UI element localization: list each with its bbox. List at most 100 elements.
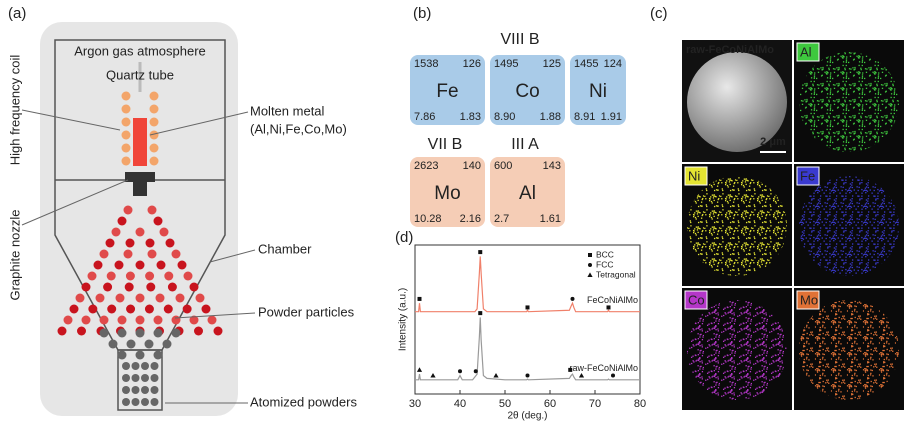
element-density: 8.90 <box>494 111 515 123</box>
phase-marker <box>568 368 572 372</box>
element-density: 7.86 <box>414 111 435 123</box>
panel-label: (a) <box>8 5 26 22</box>
particle <box>96 294 105 303</box>
element-electroneg: 1.91 <box>601 111 622 123</box>
phase-marker <box>474 369 478 373</box>
phase-marker <box>579 373 584 378</box>
particle <box>115 261 124 270</box>
map-particle <box>799 176 899 276</box>
particle <box>103 283 112 292</box>
element-symbol: Al <box>519 183 536 204</box>
molten-metal <box>133 118 147 166</box>
label: Chamber <box>258 241 312 256</box>
particle <box>176 294 185 303</box>
particle <box>118 329 127 338</box>
series-label: raw-FeCoNiAlMo <box>569 363 638 373</box>
x-tick-label: 50 <box>499 398 511 410</box>
figure: (a) (b) (c) (d) Argon gas atmosphere Qua… <box>0 0 907 422</box>
element-symbol: Fe <box>436 81 458 102</box>
label: Atomized powders <box>250 394 357 409</box>
particle <box>70 305 79 314</box>
phase-marker <box>526 374 530 378</box>
map-label: Co <box>688 292 705 307</box>
map-particle <box>687 176 787 276</box>
panel-label: (c) <box>650 5 668 22</box>
map-label: Al <box>800 44 812 59</box>
coil-turn <box>150 157 159 166</box>
powder <box>132 362 140 370</box>
coil-turn <box>150 118 159 127</box>
particle <box>196 294 205 303</box>
legend-symbol <box>588 263 592 267</box>
particle <box>106 239 115 248</box>
panel-label: (b) <box>413 5 431 22</box>
particle <box>178 261 187 270</box>
x-tick-label: 80 <box>634 398 646 410</box>
legend-label: BCC <box>596 249 614 259</box>
particle <box>160 228 169 237</box>
powder <box>141 362 149 370</box>
particle <box>190 283 199 292</box>
phase-marker <box>430 373 435 378</box>
phase-marker <box>607 305 611 309</box>
phase-marker <box>418 297 422 301</box>
particle <box>126 272 135 281</box>
label: Argon gas atmosphere <box>74 43 206 58</box>
particle <box>168 283 177 292</box>
particle <box>146 239 155 248</box>
phase-marker <box>478 311 482 315</box>
particle <box>214 327 223 336</box>
particle <box>145 305 154 314</box>
particle <box>88 305 97 314</box>
element-symbol: Mo <box>434 183 460 204</box>
element-electroneg: 2.16 <box>460 213 481 225</box>
particle <box>88 272 97 281</box>
particle <box>116 294 125 303</box>
element-radius: 143 <box>543 160 561 172</box>
element-density: 10.28 <box>414 213 442 225</box>
group-label: VII B <box>428 136 463 153</box>
element-electroneg: 1.61 <box>540 213 561 225</box>
coil-turn <box>122 144 131 153</box>
map-particle <box>687 300 787 400</box>
group-label: III A <box>511 136 539 153</box>
coil-turn <box>122 105 131 114</box>
particle <box>136 329 145 338</box>
label: Powder particles <box>258 304 355 319</box>
x-axis-label: 2θ (deg.) <box>507 411 547 422</box>
powder <box>132 386 140 394</box>
group-label: VIII B <box>500 31 539 48</box>
particle <box>76 294 85 303</box>
particle <box>166 239 175 248</box>
particle <box>194 327 203 336</box>
map-label: Ni <box>688 168 700 183</box>
x-tick-label: 70 <box>589 398 601 410</box>
powder <box>151 374 159 382</box>
coil-turn <box>122 92 131 101</box>
particle <box>145 340 154 349</box>
element-symbol: Co <box>515 81 539 102</box>
powder <box>151 362 159 370</box>
powder <box>141 374 149 382</box>
particle <box>156 294 165 303</box>
particle <box>202 305 211 314</box>
particle <box>118 316 127 325</box>
x-tick-label: 60 <box>544 398 556 410</box>
coil-turn <box>122 118 131 127</box>
particle <box>109 340 118 349</box>
particle <box>136 228 145 237</box>
powder <box>132 374 140 382</box>
legend-label: Tetragonal <box>596 269 636 279</box>
particle <box>100 329 109 338</box>
particle <box>136 351 145 360</box>
particle <box>107 272 116 281</box>
particle <box>172 250 181 259</box>
powder <box>141 398 149 406</box>
element-melting: 2623 <box>414 160 438 172</box>
particle <box>136 261 145 270</box>
particle <box>146 283 155 292</box>
particle <box>136 294 145 303</box>
phase-marker <box>458 369 462 373</box>
particle <box>148 250 157 259</box>
element-radius: 126 <box>463 58 481 70</box>
